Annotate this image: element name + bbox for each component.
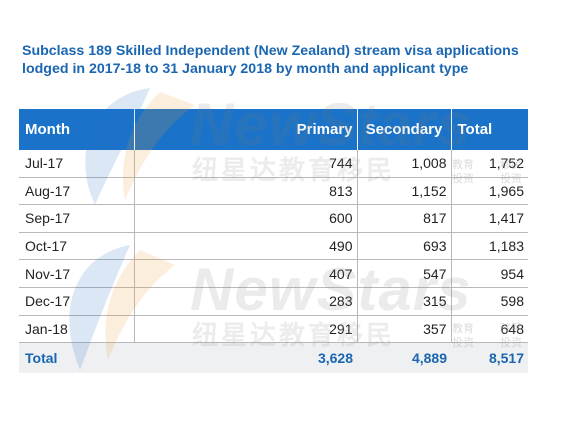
cell-secondary: 547	[357, 259, 452, 288]
cell-secondary: 1,008	[357, 150, 452, 178]
cell-primary: 490	[134, 232, 358, 261]
cell-month: Nov-17	[19, 259, 135, 288]
cell-primary: 407	[134, 259, 358, 288]
cell-total: 1,183	[451, 232, 528, 261]
cell-secondary: 817	[357, 204, 452, 233]
table-row: Nov-17 407 547 954	[19, 259, 528, 288]
total-secondary: 4,889	[357, 342, 451, 374]
cell-total: 1,752	[451, 150, 528, 178]
table-row: Aug-17 813 1,152 1,965	[19, 177, 528, 206]
cell-primary: 291	[134, 315, 358, 344]
cell-primary: 600	[134, 204, 358, 233]
header-primary: Primary	[134, 109, 358, 150]
header-secondary: Secondary	[357, 109, 452, 150]
cell-month: Dec-17	[19, 287, 135, 316]
cell-primary: 283	[134, 287, 358, 316]
cell-month: Oct-17	[19, 232, 135, 261]
cell-primary: 744	[134, 150, 358, 178]
table-row: Jan-18 291 357 648	[19, 315, 528, 344]
cell-month: Sep-17	[19, 204, 135, 233]
table-total-row: Total 3,628 4,889 8,517	[19, 342, 528, 374]
total-primary: 3,628	[134, 342, 357, 374]
table-row: Sep-17 600 817 1,417	[19, 204, 528, 233]
table-row: Oct-17 490 693 1,183	[19, 232, 528, 261]
cell-total: 1,417	[451, 204, 528, 233]
table-row: Dec-17 283 315 598	[19, 287, 528, 316]
header-total: Total	[451, 109, 528, 150]
cell-total: 1,965	[451, 177, 528, 206]
total-label: Total	[19, 342, 134, 374]
cell-primary: 813	[134, 177, 358, 206]
cell-month: Aug-17	[19, 177, 135, 206]
cell-month: Jan-18	[19, 315, 135, 344]
cell-secondary: 357	[357, 315, 452, 344]
total-total: 8,517	[451, 342, 528, 374]
cell-secondary: 315	[357, 287, 452, 316]
visa-applications-table: Month Primary Secondary Total Jul-17 744…	[19, 109, 528, 374]
header-month: Month	[19, 109, 135, 150]
cell-secondary: 1,152	[357, 177, 452, 206]
cell-total: 598	[451, 287, 528, 316]
table-header-row: Month Primary Secondary Total	[19, 109, 528, 150]
table-title: Subclass 189 Skilled Independent (New Ze…	[22, 43, 519, 77]
cell-secondary: 693	[357, 232, 452, 261]
cell-month: Jul-17	[19, 150, 135, 178]
table-row: Jul-17 744 1,008 1,752	[19, 150, 528, 178]
cell-total: 648	[451, 315, 528, 344]
cell-total: 954	[451, 259, 528, 288]
